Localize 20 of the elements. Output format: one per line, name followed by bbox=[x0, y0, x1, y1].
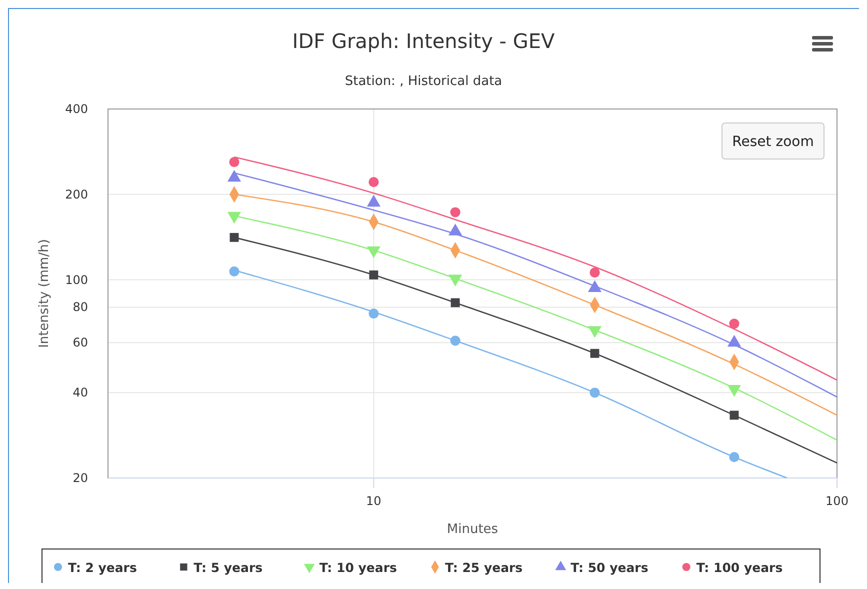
legend-label: T: 50 years bbox=[570, 560, 648, 575]
legend-label: T: 100 years bbox=[696, 560, 783, 575]
legend-label: T: 5 years bbox=[194, 560, 263, 575]
y-axis-title: Intensity (mm/h) bbox=[37, 239, 52, 348]
reset-button: Reset zoom bbox=[722, 122, 824, 160]
y-tick-label: 400 bbox=[65, 102, 88, 116]
y-tick-label: 100 bbox=[65, 272, 88, 287]
y-tick-label: 200 bbox=[65, 187, 88, 202]
chart-title: IDF Graph: Intensity - GEV bbox=[292, 29, 556, 53]
legend-label: T: 10 years bbox=[319, 560, 397, 575]
y-tick-label: 80 bbox=[72, 300, 88, 314]
y-tick-label: 40 bbox=[72, 386, 88, 400]
annotation: Reset zoom bbox=[732, 134, 814, 150]
legend-label: T: 2 years bbox=[68, 560, 137, 575]
y-tick-label: 20 bbox=[72, 471, 88, 485]
y-tick-label: 60 bbox=[72, 336, 88, 350]
x-tick-label: 10 bbox=[366, 494, 382, 508]
legend-label: T: 25 years bbox=[445, 560, 523, 575]
chart-subtitle: Station: , Historical data bbox=[344, 74, 502, 89]
x-axis-title: Minutes bbox=[446, 522, 498, 537]
